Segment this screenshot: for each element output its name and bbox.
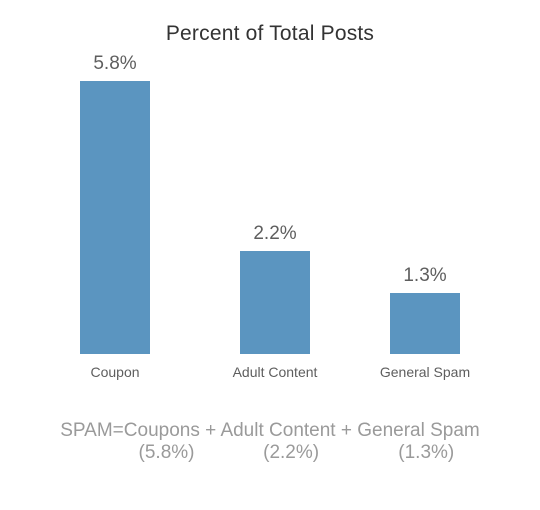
bar-value-label: 2.2% [253, 223, 296, 245]
bar-category-label: General Spam [380, 364, 470, 380]
bar-category-label: Adult Content [233, 364, 318, 380]
bar-category-label: Coupon [90, 364, 139, 380]
bar [240, 251, 310, 354]
bar-chart: 5.8%Coupon2.2%Adult Content1.3%General S… [55, 72, 495, 354]
caption: SPAM=Coupons + Adult Content + General S… [0, 420, 540, 464]
bar-value-label: 5.8% [93, 53, 136, 75]
caption-line-1: SPAM=Coupons + Adult Content + General S… [0, 420, 540, 442]
bar [80, 81, 150, 354]
caption-line-2: (5.8%) (2.2%) (1.3%) [0, 442, 540, 464]
bar [390, 293, 460, 354]
bar-value-label: 1.3% [403, 265, 446, 287]
chart-title: Percent of Total Posts [0, 0, 540, 46]
